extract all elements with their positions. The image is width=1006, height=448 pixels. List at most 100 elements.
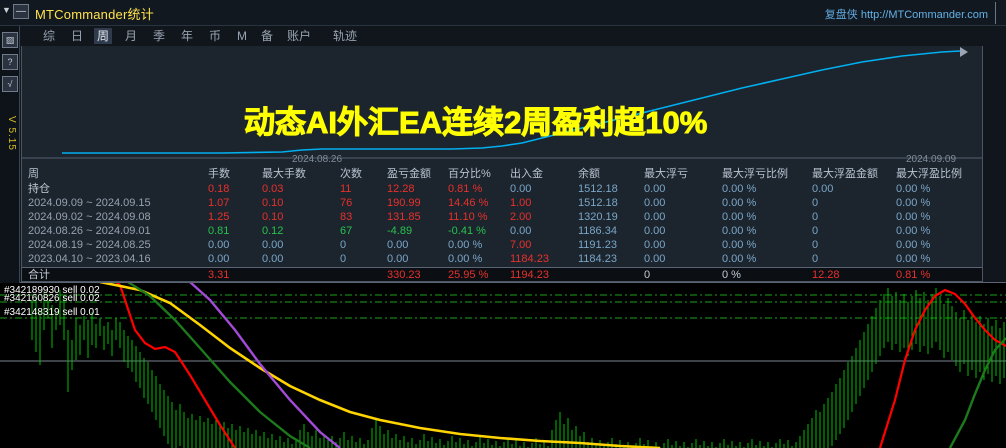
row-value: 0.00 % (722, 225, 757, 237)
row-value: 0.03 (262, 183, 284, 195)
column-header: 手数 (208, 168, 230, 180)
total-value: 12.28 (812, 269, 840, 281)
column-header: 盈亏金额 (387, 168, 431, 180)
menu-item-4[interactable]: 季 (153, 29, 166, 43)
total-value: 1194.23 (510, 269, 549, 281)
triangle-down-icon[interactable]: ▼ (2, 5, 11, 15)
minimize-button[interactable]: — (13, 4, 29, 19)
check-icon[interactable]: √ (2, 76, 18, 92)
menu-item-2[interactable]: 周 (94, 28, 113, 44)
row-value: 190.99 (387, 197, 421, 209)
table-row: 2024.09.09 ~ 2024.09.15 1.07 0.10 76 190.99 1… (22, 196, 982, 210)
panel-title: MTCommander统计 (35, 7, 154, 22)
row-value: 0.00 (262, 253, 284, 265)
row-value: -0.41 % (448, 225, 486, 237)
row-value: 0.00 (812, 183, 834, 195)
row-value: 0.00 (644, 239, 666, 251)
menu-item-10[interactable]: 轨迹 (333, 29, 358, 43)
row-value: 0.00 % (896, 183, 931, 195)
row-value: 1320.19 (578, 211, 618, 223)
table-row: 2023.04.10 ~ 2023.04.16 0.00 0.00 0 0.00 0.00… (22, 252, 982, 266)
order-label: #342148319 sell 0.01 (4, 307, 100, 318)
row-value: 11 (340, 183, 352, 195)
panel-menu-bar: 综 日周月 季 年 币 M 备账户 轨迹 (0, 26, 1006, 46)
row-value: 0.00 (387, 253, 409, 265)
promo-headline: 动态AI外汇EA连续2周盈利超10% (243, 105, 708, 140)
column-header: 出入金 (510, 168, 543, 180)
row-value: 0.00 (644, 197, 666, 209)
row-value: 0.00 % (896, 197, 931, 209)
table-row: 2024.08.19 ~ 2024.08.25 0.00 0.00 0 0.00 0.00… (22, 238, 982, 252)
row-value: 0.00 (644, 211, 666, 223)
row-period: 2024.09.02 ~ 2024.09.08 (28, 211, 151, 223)
row-value: 0.00 (387, 239, 409, 251)
menu-item-5[interactable]: 年 (181, 29, 194, 43)
row-period: 2024.08.19 ~ 2024.08.25 (28, 239, 151, 251)
edit-icon[interactable]: ▨ (2, 32, 18, 48)
row-value: 1191.23 (578, 239, 617, 251)
row-value: 0.00 % (448, 253, 483, 265)
column-header: 周 (28, 168, 39, 180)
row-value: 0 (812, 253, 819, 265)
row-value: 0.00 % (448, 239, 483, 251)
equity-chart-area: 2024.08.26 2024.09.09 (21, 46, 983, 165)
menu-item-1[interactable]: 日 (71, 29, 84, 43)
row-value: 0.00 (644, 183, 666, 195)
equity-chart-svg (22, 46, 982, 165)
menu-item-3[interactable]: 月 (125, 29, 138, 43)
equity-date-start: 2024.08.26 (292, 154, 343, 165)
total-value: 0 (644, 269, 651, 281)
row-value: 0.00 % (722, 211, 757, 223)
titlebar-divider (995, 2, 996, 24)
row-value: 0 (340, 239, 347, 251)
row-value: 0.10 (262, 197, 284, 209)
table-row: 持仓 0.18 0.03 11 12.28 0.81 % 0.00 1512.18 0.00 0.… (22, 182, 982, 196)
menu-item-0[interactable]: 综 (43, 29, 56, 43)
row-value: 0.00 % (722, 253, 757, 265)
table-row: 2024.09.02 ~ 2024.09.08 1.25 0.10 83 131.85 1… (22, 210, 982, 224)
menu-item-8[interactable]: 备 (261, 29, 274, 43)
column-header: 余额 (578, 168, 600, 180)
statistics-table: 周 手数 最大手数 次数 盈亏金额 百分比% 出入金 余额 最大浮亏 最大浮亏比例 最大浮盈金额 最大… (21, 165, 983, 282)
menu-item-6[interactable]: 币 (209, 29, 222, 43)
statistics-panel: ▼ — MTCommander统计 复盘侠 http://MTCommander… (0, 0, 1006, 283)
row-value: 0.00 % (896, 225, 931, 237)
brand-link[interactable]: 复盘侠 http://MTCommander.com (825, 6, 988, 22)
total-value: 0.81 % (896, 269, 931, 281)
menu-item-7[interactable]: M (237, 29, 247, 43)
row-value: 0.00 (208, 239, 230, 251)
column-header: 最大浮盈比例 (896, 168, 962, 180)
row-value: 0.12 (262, 225, 284, 237)
row-value: 1512.18 (578, 197, 618, 209)
row-value: 0.00 (644, 225, 666, 237)
row-value: 0.00 (644, 253, 666, 265)
brand-name: 复盘侠 (824, 9, 858, 21)
row-value: 0.00 % (722, 239, 757, 251)
panel-titlebar: ▼ — MTCommander统计 复盘侠 http://MTCommander… (0, 0, 1006, 26)
row-value: 14.46 % (448, 197, 489, 209)
order-label: #342160826 sell 0.02 (4, 293, 100, 304)
row-value: 7.00 (510, 239, 532, 251)
total-value: 330.23 (387, 269, 421, 281)
row-value: 1.25 (208, 211, 230, 223)
row-period: 2024.09.09 ~ 2024.09.15 (28, 197, 151, 209)
row-value: 0.00 % (896, 253, 931, 265)
column-header: 最大浮盈金额 (812, 168, 878, 180)
left-icon-rail: V 5.15 ▨? √ (0, 26, 20, 283)
row-value: 0.00 % (896, 239, 931, 251)
help-icon[interactable]: ? (2, 54, 18, 70)
row-period: 2023.04.10 ~ 2023.04.16 (28, 253, 151, 265)
menu-item-9[interactable]: 账户 (287, 29, 312, 43)
row-value: 0.00 (262, 239, 284, 251)
table-row: 2024.08.26 ~ 2024.09.01 0.81 0.12 67 -4.89 -0… (22, 224, 982, 238)
column-header: 百分比% (448, 168, 491, 180)
row-value: 0.00 (510, 183, 532, 195)
version-label: V 5.15 (6, 116, 17, 151)
brand-url[interactable]: http://MTCommander.com (860, 9, 988, 21)
column-header: 最大浮亏比例 (722, 168, 788, 180)
row-value: -4.89 (387, 225, 413, 237)
row-value: 0.00 % (722, 197, 757, 209)
table-total-row: 合计 3.31 330.23 25.95 % 1194.23 0 0 % 12.28 0.81 … (22, 267, 982, 281)
row-value: 1.07 (208, 197, 230, 209)
row-value: 0 (812, 211, 819, 223)
